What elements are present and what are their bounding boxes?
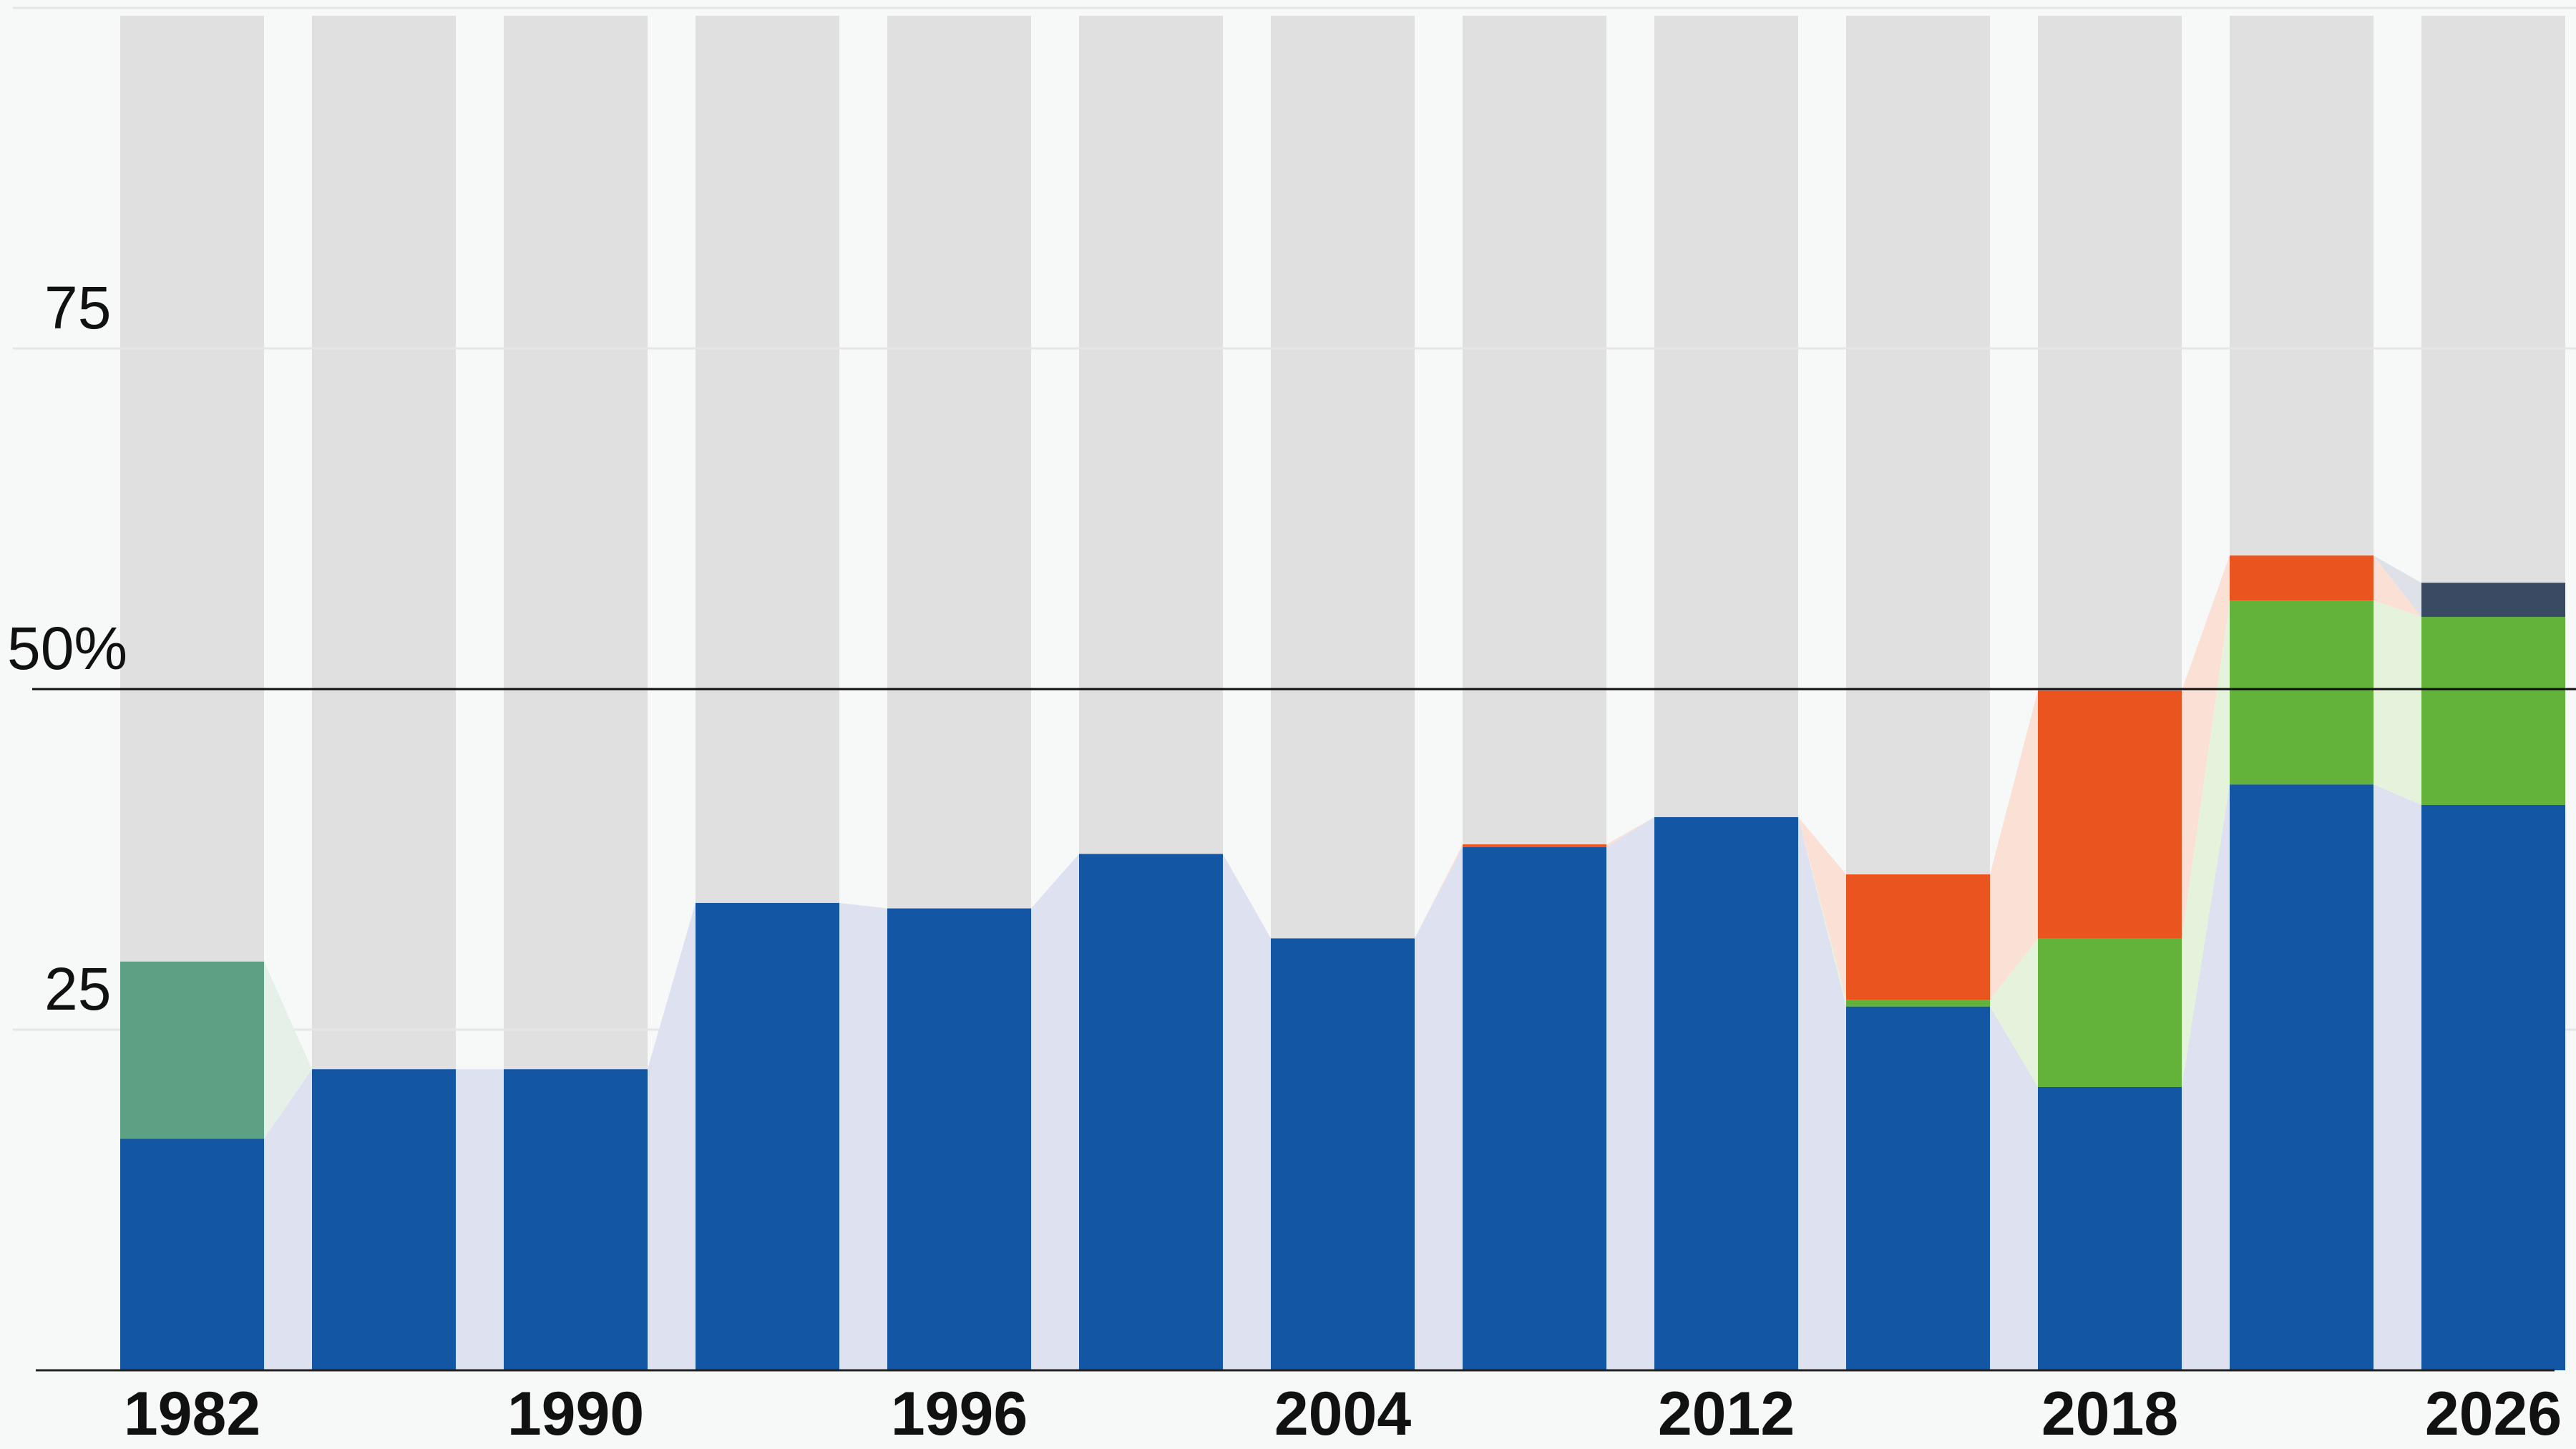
connector-band-3-2018 [2182,555,2230,939]
connector-band-0-1986 [456,1069,504,1370]
bar-2018-series-3 [2038,690,2182,939]
bar-2014-series-3 [1846,874,1990,1000]
x-tick-label-2018: 2018 [2041,1380,2178,1448]
connector-band-0-1982 [264,1069,312,1370]
bar-2008-series-0 [1463,847,1606,1370]
bar-2014-series-2 [1846,1000,1990,1007]
connector-band-0-2022 [2373,784,2421,1370]
connector-band-2-2014 [1990,938,2038,1087]
y-tick-labels: 25 50% 75 [7,274,127,1023]
bar-segments [120,555,2565,1370]
connector-band-0-1990 [648,902,696,1370]
bar-1982-series-1 [120,961,264,1139]
x-tick-labels: 1982 1990 1996 2004 2012 2018 2026 [124,1380,2562,1448]
connector-band-0-2004 [1415,847,1463,1370]
connector-band-0-2012 [1798,816,1846,1370]
axes [32,688,2576,1372]
connector-band-3-2004 [1415,844,1463,939]
x-tick-label-2004: 2004 [1274,1380,1411,1448]
x-tick-label-2026: 2026 [2425,1380,2562,1448]
bar-1996-series-0 [887,908,1031,1370]
connector-band-2-2012 [1798,816,1846,1007]
y-tick-label-25: 25 [44,955,111,1023]
connector-bands [264,555,2421,1370]
bar-2022-series-0 [2230,784,2373,1370]
bar-1994-series-0 [696,902,839,1370]
connector-band-3-2012 [1798,816,1846,1000]
x-tick-label-1990: 1990 [507,1380,644,1448]
bar-1982-series-0 [120,1138,264,1370]
connector-band-2-2018 [2182,600,2230,1087]
y-tick-label-75: 75 [44,274,111,341]
connector-band-0-2018 [2182,784,2230,1370]
connector-band-0-1996 [1031,854,1079,1370]
bar-2014-series-0 [1846,1006,1990,1370]
bar-2008-series-3 [1463,844,1606,847]
bar-1986-series-0 [312,1069,456,1370]
connector-band-0-2014 [1990,1006,2038,1370]
bar-2018-series-2 [2038,938,2182,1087]
connector-band-3-2022 [2373,555,2421,618]
bar-2026-series-0 [2421,804,2565,1370]
connector-band-3-2014 [1990,690,2038,1000]
connector-band-0-2000 [1223,854,1271,1370]
bar-2022-series-2 [2230,600,2373,785]
bar-2018-series-0 [2038,1086,2182,1370]
connector-band-0-1994 [839,902,887,1370]
bar-2012-series-0 [1654,816,1798,1370]
bar-2022-series-3 [2230,555,2373,601]
connector-band-1-1982 [264,961,312,1139]
connector-band-4-2022 [2373,555,2421,618]
connector-band-3-2008 [1606,816,1654,847]
bar-1990-series-0 [504,1069,648,1370]
bar-2026-series-2 [2421,617,2565,805]
x-tick-label-1996: 1996 [891,1380,1028,1448]
bar-2026-series-4 [2421,582,2565,618]
x-tick-label-2012: 2012 [1658,1380,1795,1448]
y-tick-label-50: 50% [7,615,127,682]
bar-2004-series-0 [1271,938,1415,1370]
connector-band-2-2022 [2373,600,2421,805]
bar-2000-series-0 [1079,854,1223,1370]
x-tick-label-1982: 1982 [124,1380,260,1448]
connector-band-0-2008 [1606,816,1654,1370]
